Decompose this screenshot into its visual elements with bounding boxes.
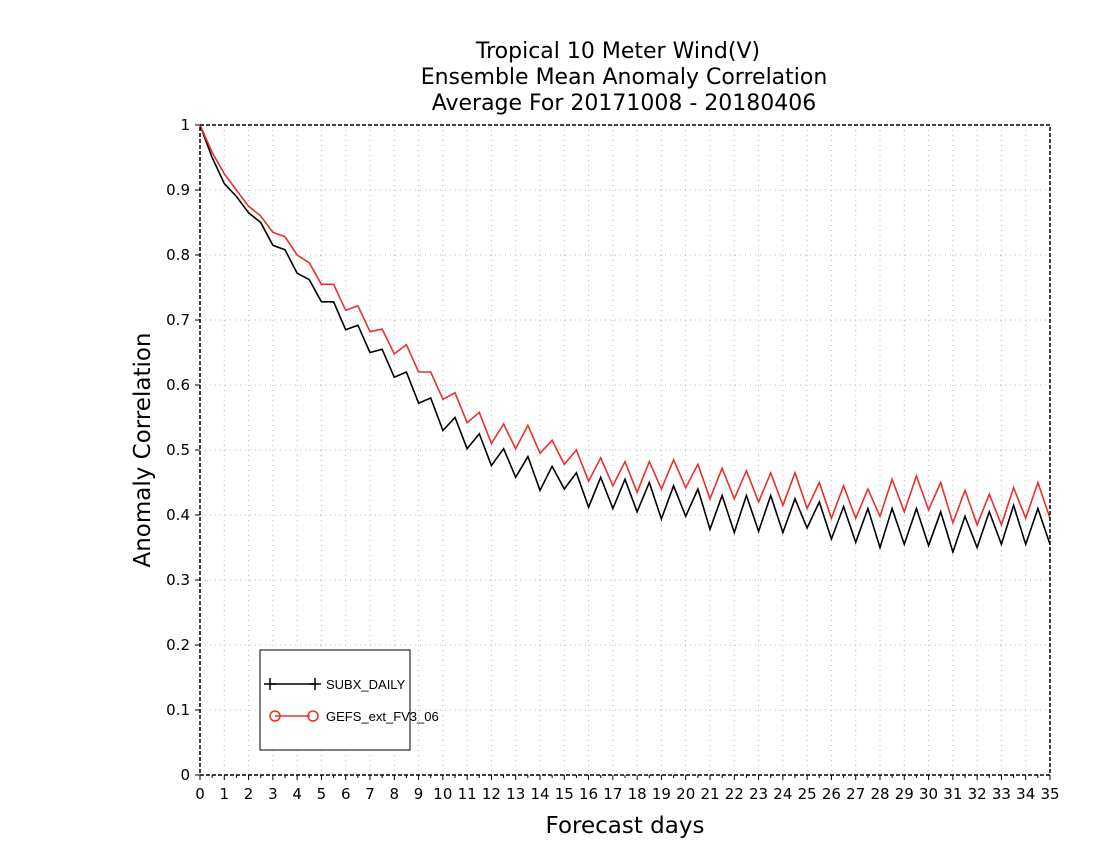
y-tick-label: 0.8 (166, 246, 190, 264)
y-tick-label: 0.3 (166, 571, 190, 589)
y-tick-label: 0.7 (166, 311, 190, 329)
x-tick-label: 23 (749, 785, 768, 803)
x-tick-label: 24 (773, 785, 792, 803)
chart-title: Tropical 10 Meter Wind(V) Ensemble Mean … (421, 39, 828, 116)
x-tick-label: 16 (579, 785, 598, 803)
x-tick-label: 33 (992, 785, 1011, 803)
x-tick-label: 5 (317, 785, 327, 803)
series-line-subx-daily (199, 124, 1051, 555)
legend-marker-plus-right (309, 678, 321, 690)
y-tick-label: 1 (180, 116, 190, 134)
y-axis-ticks: 0 0.1 0.2 0.3 0.4 0.5 0.6 0.7 0.8 0.9 1 (166, 116, 200, 784)
x-tick-label: 4 (292, 785, 302, 803)
y-tick-label: 0.9 (166, 181, 190, 199)
x-axis-ticks: 0 1 2 3 4 5 6 7 8 9 10 11 12 13 14 15 16 17 18 19 20 21 22 23 24… (195, 775, 1060, 803)
x-tick-label: 28 (870, 785, 889, 803)
x-tick-label: 25 (798, 785, 817, 803)
x-tick-label: 32 (968, 785, 987, 803)
title-line-2: Ensemble Mean Anomaly Correlation (421, 65, 828, 90)
x-tick-label: 27 (846, 785, 865, 803)
legend-label-subx: SUBX_DAILY (326, 677, 406, 692)
x-tick-label: 20 (676, 785, 695, 803)
y-tick-label: 0.6 (166, 376, 190, 394)
x-tick-label: 22 (725, 785, 744, 803)
x-tick-label: 7 (365, 785, 375, 803)
x-tick-label: 35 (1040, 785, 1059, 803)
title-line-1: Tropical 10 Meter Wind(V) (475, 39, 760, 64)
y-tick-label: 0 (180, 766, 190, 784)
y-tick-label: 0.4 (166, 506, 190, 524)
x-tick-label: 19 (652, 785, 671, 803)
x-tick-label: 29 (895, 785, 914, 803)
x-tick-label: 13 (506, 785, 525, 803)
x-tick-label: 1 (220, 785, 230, 803)
x-tick-label: 15 (555, 785, 574, 803)
x-tick-label: 2 (244, 785, 254, 803)
x-tick-label: 0 (195, 785, 205, 803)
x-axis-title: Forecast days (546, 813, 705, 839)
title-line-3: Average For 20171008 - 20180406 (432, 91, 817, 116)
x-tick-label: 21 (700, 785, 719, 803)
x-tick-label: 3 (268, 785, 278, 803)
legend-marker-circle-right (307, 710, 319, 722)
series-lines (199, 124, 1051, 555)
x-tick-label: 18 (628, 785, 647, 803)
y-axis-title: Anomaly Correlation (130, 332, 156, 567)
x-tick-label: 9 (414, 785, 424, 803)
x-tick-label: 6 (341, 785, 351, 803)
x-tick-label: 10 (433, 785, 452, 803)
x-tick-label: 12 (482, 785, 501, 803)
y-tick-label: 0.5 (166, 441, 190, 459)
legend-marker-circle-left (269, 710, 281, 722)
x-tick-label: 11 (458, 785, 477, 803)
legend-box (259, 649, 411, 751)
legend: SUBX_DAILY GEFS_ext_FV3_06 (259, 649, 439, 751)
legend-label-gefs: GEFS_ext_FV3_06 (326, 709, 439, 724)
x-tick-label: 14 (530, 785, 549, 803)
grid (200, 125, 1050, 775)
x-tick-label: 34 (1016, 785, 1035, 803)
y-tick-label: 0.1 (166, 701, 190, 719)
x-tick-label: 31 (943, 785, 962, 803)
y-tick-label: 0.2 (166, 636, 190, 654)
series-line-gefs-ext (199, 124, 1051, 528)
x-tick-label: 8 (390, 785, 400, 803)
x-tick-label: 17 (603, 785, 622, 803)
x-tick-label: 26 (822, 785, 841, 803)
legend-marker-plus-left (264, 678, 276, 690)
x-tick-label: 30 (919, 785, 938, 803)
